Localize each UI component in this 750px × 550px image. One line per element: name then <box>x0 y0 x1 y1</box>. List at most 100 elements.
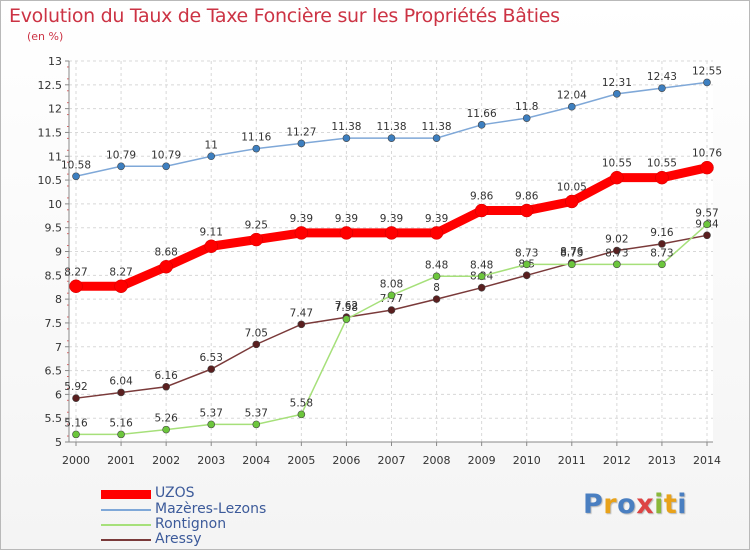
data-point-rontignon <box>252 420 261 429</box>
data-point-rontignon <box>207 420 216 429</box>
data-point-mazeres-lezons <box>162 162 170 171</box>
data-label-aressy: 7.05 <box>245 327 268 339</box>
data-label-rontignon: 5.37 <box>200 407 223 419</box>
data-point-rontignon <box>162 425 170 434</box>
x-tick-label: 2011 <box>558 454 586 467</box>
data-label-rontignon: 8.08 <box>380 278 403 290</box>
data-label-uzos: 10.76 <box>692 148 722 160</box>
x-tick-label: 2002 <box>152 454 180 467</box>
y-tick-label: 10.5 <box>38 174 63 187</box>
data-point-rontignon <box>477 272 486 281</box>
data-point-mazeres-lezons <box>477 121 486 129</box>
data-label-aressy: 6.53 <box>200 352 223 364</box>
data-label-mazeres-lezons: 11.66 <box>467 108 497 120</box>
data-point-uzos <box>519 203 534 218</box>
data-point-uzos <box>610 170 624 185</box>
data-label-mazeres-lezons: 11.27 <box>286 126 316 138</box>
proxiti-logo: Proxiti <box>583 489 688 520</box>
data-point-rontignon <box>613 260 621 269</box>
data-label-rontignon: 8.48 <box>425 259 448 271</box>
data-point-mazeres-lezons <box>613 90 621 98</box>
data-point-rontignon <box>297 410 306 419</box>
legend-label-aressy: Aressy <box>155 531 202 547</box>
data-label-aressy: 9.02 <box>605 234 628 246</box>
y-tick-label: 5.5 <box>45 412 63 425</box>
data-point-mazeres-lezons <box>387 134 396 142</box>
data-label-rontignon: 8.48 <box>470 259 493 271</box>
x-tick-label: 2003 <box>197 454 225 467</box>
data-label-uzos: 9.39 <box>335 213 358 225</box>
data-point-rontignon <box>567 260 576 269</box>
data-label-mazeres-lezons: 12.31 <box>602 77 632 89</box>
legend-swatch-aressy <box>101 539 151 541</box>
data-label-mazeres-lezons: 10.79 <box>151 149 181 161</box>
legend-label-rontignon: Rontignon <box>155 516 227 532</box>
y-tick-label: 8 <box>55 293 62 306</box>
data-label-aressy: 6.16 <box>154 370 178 382</box>
data-label-uzos: 10.55 <box>602 158 632 170</box>
data-point-rontignon <box>703 220 711 229</box>
data-point-uzos <box>159 259 173 274</box>
data-point-rontignon <box>432 272 441 281</box>
data-label-mazeres-lezons: 11.16 <box>241 132 271 144</box>
data-point-rontignon <box>658 260 666 269</box>
data-point-aressy <box>387 306 396 314</box>
data-point-rontignon <box>387 291 396 300</box>
y-tick-label: 12 <box>48 103 62 116</box>
data-point-aressy <box>522 271 531 280</box>
data-label-aressy: 9.16 <box>650 227 674 239</box>
data-point-aressy <box>613 246 621 255</box>
data-point-uzos <box>339 226 354 240</box>
x-tick-label: 2007 <box>378 454 406 467</box>
y-tick-label: 12.5 <box>38 79 63 92</box>
data-point-uzos <box>384 226 399 240</box>
data-label-uzos: 10.05 <box>557 181 587 193</box>
data-point-uzos <box>114 279 128 294</box>
y-tick-label: 10 <box>48 198 62 211</box>
data-point-aressy <box>432 295 441 303</box>
data-label-rontignon: 8.73 <box>560 247 583 259</box>
x-tick-label: 2014 <box>693 454 721 467</box>
data-label-rontignon: 5.37 <box>245 407 268 419</box>
x-tick-label: 2000 <box>62 454 90 467</box>
data-label-aressy: 8.76 <box>560 246 584 258</box>
data-point-mazeres-lezons <box>117 162 125 171</box>
legend-label-uzos: UZOS <box>155 485 195 501</box>
data-label-mazeres-lezons: 11.38 <box>331 121 361 133</box>
data-point-uzos <box>69 279 83 294</box>
data-label-rontignon: 5.26 <box>154 413 178 425</box>
y-tick-label: 13 <box>48 55 62 68</box>
data-point-mazeres-lezons <box>703 78 711 87</box>
legend-label-mazeres-lezons: Mazères-Lezons <box>155 501 267 517</box>
x-tick-label: 2013 <box>648 454 676 467</box>
data-label-mazeres-lezons: 11.8 <box>515 101 538 113</box>
x-tick-label: 2009 <box>468 454 496 467</box>
data-point-mazeres-lezons <box>522 114 531 122</box>
data-label-aressy: 8 <box>433 282 440 294</box>
data-point-aressy <box>297 320 306 329</box>
legend-swatch-mazeres-lezons <box>101 509 151 511</box>
data-label-aressy: 7.47 <box>290 307 313 319</box>
chart-title: Evolution du Taux de Taxe Foncière sur l… <box>9 5 560 27</box>
data-label-rontignon: 7.58 <box>335 302 358 314</box>
data-point-uzos <box>429 226 444 240</box>
data-label-uzos: 8.27 <box>109 266 132 278</box>
data-label-mazeres-lezons: 10.79 <box>106 149 136 161</box>
data-label-rontignon: 8.73 <box>515 247 538 259</box>
data-point-aressy <box>477 283 486 292</box>
data-point-uzos <box>474 203 489 218</box>
data-label-aressy: 5.92 <box>64 381 87 393</box>
data-label-mazeres-lezons: 11 <box>205 139 218 151</box>
data-point-mazeres-lezons <box>72 172 80 181</box>
data-label-mazeres-lezons: 10.58 <box>61 159 91 171</box>
y-tick-label: 6 <box>55 388 62 401</box>
x-tick-label: 2001 <box>107 454 135 467</box>
y-tick-label: 7 <box>55 341 62 354</box>
data-label-mazeres-lezons: 11.38 <box>422 121 452 133</box>
data-label-rontignon: 5.16 <box>64 417 88 429</box>
legend-swatch-rontignon <box>101 524 151 526</box>
data-label-uzos: 9.86 <box>515 191 539 203</box>
x-tick-label: 2010 <box>513 454 541 467</box>
data-point-uzos <box>655 170 669 185</box>
